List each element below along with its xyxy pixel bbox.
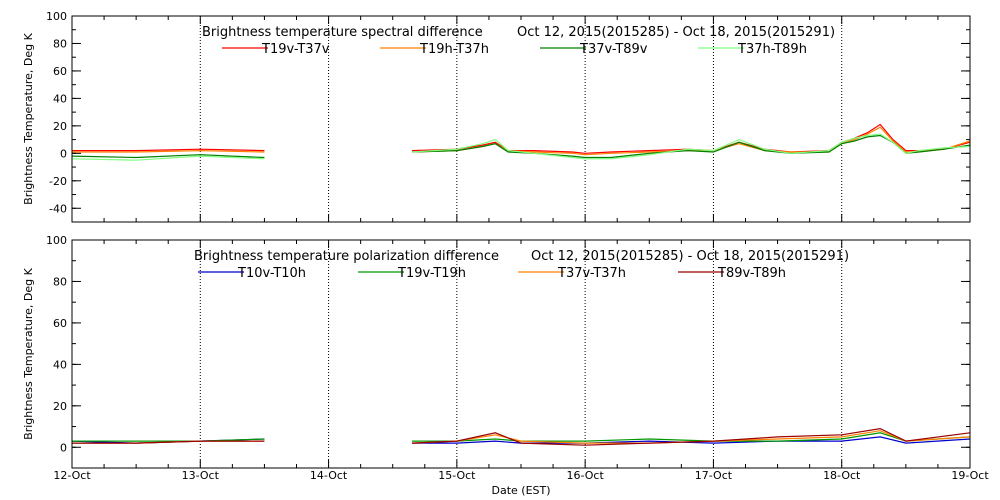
panel-title: Brightness temperature spectral differen… (202, 25, 483, 40)
series-line (72, 438, 265, 442)
panel-subtitle: Oct 12, 2015(2015285) - Oct 18, 2015(201… (517, 25, 835, 40)
x-tick-label: 15-Oct (438, 469, 476, 482)
y-tick-label: 0 (60, 147, 67, 160)
legend-label: T37v-T37h (557, 266, 626, 281)
y-axis-title: Brightness Temperature, Deg K (22, 267, 35, 439)
legend-label: T89v-T89h (717, 266, 786, 281)
series-line (412, 432, 970, 442)
y-tick-label: 40 (53, 92, 67, 105)
x-tick-label: 16-Oct (566, 469, 604, 482)
legend-label: T10v-T10h (237, 266, 306, 281)
x-tick-label: 13-Oct (182, 469, 220, 482)
y-tick-label: -20 (49, 175, 67, 188)
legend-label: T37v-T89v (579, 42, 648, 57)
y-tick-label: 20 (53, 400, 67, 413)
x-tick-labels: 12-Oct 13-Oct 14-Oct 15-Oct 16-Oct 17-Oct 18-O… (53, 469, 989, 482)
y-tick-label: -40 (49, 202, 67, 215)
series-line (72, 149, 265, 153)
y-tick-label: 20 (53, 120, 67, 133)
y-tick-label: 40 (53, 358, 67, 371)
y-axis-title: Brightness Temperature, Deg K (22, 32, 35, 204)
polarization-difference-panel: Brightness temperature polarization diff… (22, 234, 971, 469)
x-tick-label: 17-Oct (695, 469, 733, 482)
legend-label: T19h-T37h (419, 42, 489, 57)
panel-subtitle: Oct 12, 2015(2015285) - Oct 18, 2015(201… (531, 249, 849, 264)
legend: T19v-T37v T19h-T37h T37v-T89v T37h-T89h (222, 42, 807, 57)
x-tick-label: 12-Oct (53, 469, 91, 482)
y-tick-label: 60 (53, 317, 67, 330)
x-tick-label: 14-Oct (310, 469, 348, 482)
y-tick-label: 80 (53, 37, 67, 50)
series-line (72, 440, 265, 444)
y-tick-label: 0 (60, 441, 67, 454)
y-tick-label: 80 (53, 275, 67, 288)
legend-label: T19v-T19h (397, 266, 466, 281)
series-line (72, 154, 265, 159)
series-line (72, 148, 265, 152)
legend-label: T37h-T89h (737, 42, 807, 57)
x-tick-label: 18-Oct (823, 469, 861, 482)
x-axis-title: Date (EST) (491, 484, 550, 497)
y-tick-label: 60 (53, 65, 67, 78)
y-tick-label: 100 (46, 10, 67, 23)
series-line (411, 427, 970, 446)
y-tick-label: 100 (46, 234, 67, 247)
legend-label: T19v-T37v (261, 42, 330, 57)
legend: T10v-T10h T19v-T19h T37v-T37h T89v-T89h (198, 266, 786, 281)
series-line (411, 133, 970, 160)
x-tick-label: 19-Oct (951, 469, 989, 482)
series-line (72, 155, 265, 161)
spectral-difference-panel: Brightness temperature spectral differen… (22, 10, 971, 223)
panel-title: Brightness temperature polarization diff… (194, 249, 499, 264)
